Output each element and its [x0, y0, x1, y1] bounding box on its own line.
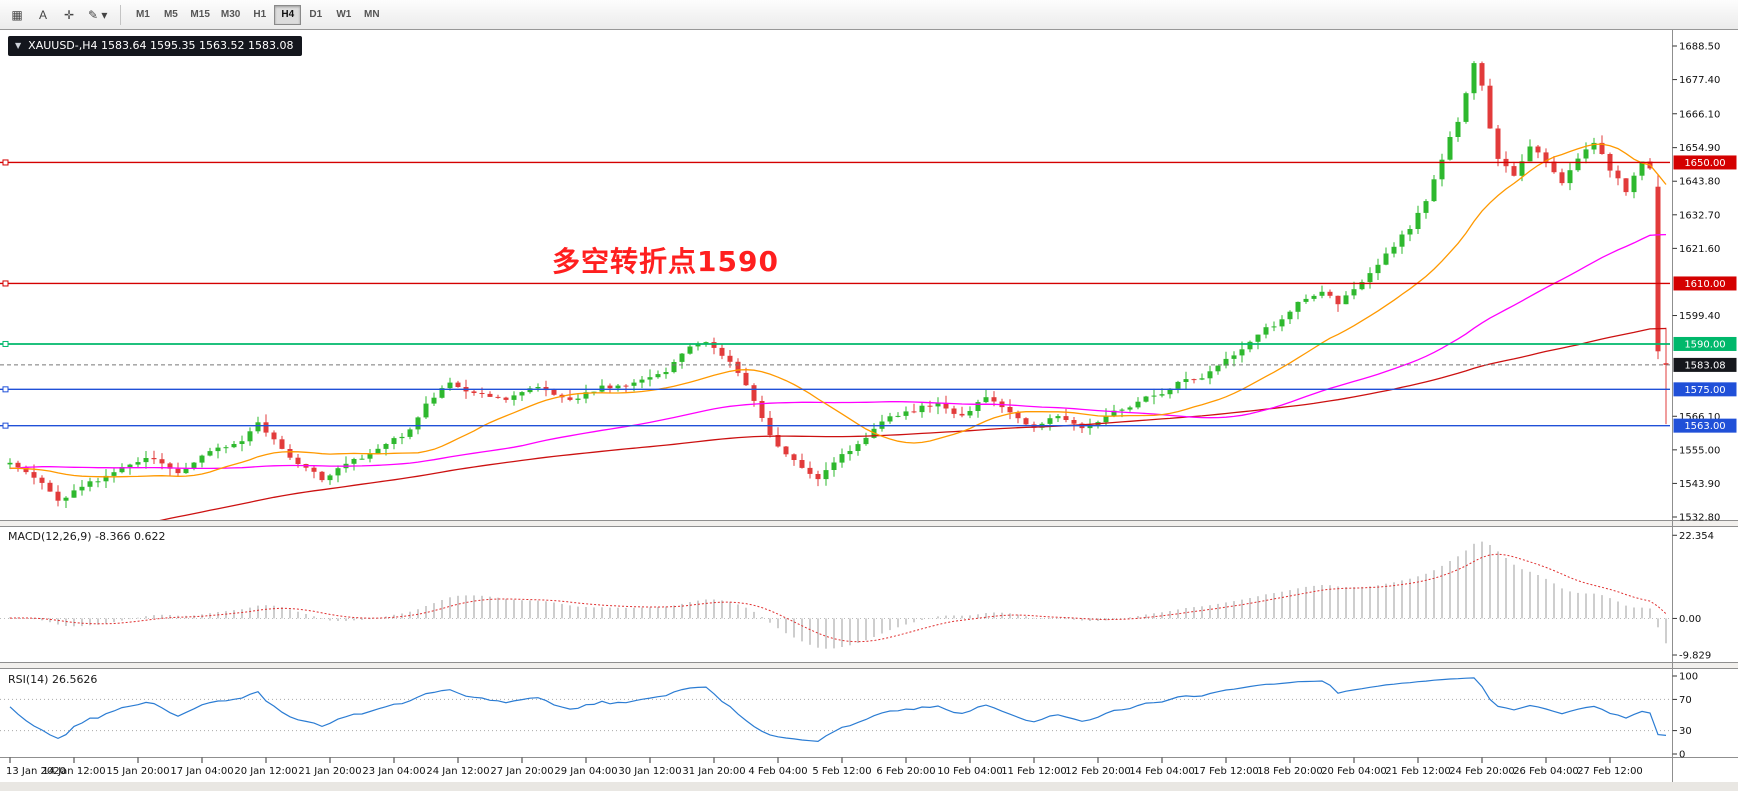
svg-text:27 Jan 20:00: 27 Jan 20:00 — [490, 766, 553, 777]
svg-text:17 Jan 04:00: 17 Jan 04:00 — [170, 766, 233, 777]
toolbar-buttons: ▦ A ✛ ✎ ▾ — [5, 3, 112, 27]
timeframe-mn-button[interactable]: MN — [358, 5, 385, 25]
svg-text:1583.08: 1583.08 — [1684, 360, 1725, 371]
svg-text:6 Feb 20:00: 6 Feb 20:00 — [876, 766, 935, 777]
svg-text:21 Feb 12:00: 21 Feb 12:00 — [1385, 766, 1451, 777]
svg-text:29 Jan 04:00: 29 Jan 04:00 — [554, 766, 617, 777]
chart-canvas[interactable]: 1688.50 1677.40 1666.10 1654.90 1643.80 1632.… — [0, 30, 1738, 791]
crosshair-icon[interactable]: ✛ — [57, 3, 81, 27]
svg-text:11 Feb 12:00: 11 Feb 12:00 — [1001, 766, 1067, 777]
svg-text:1566.10: 1566.10 — [1679, 412, 1720, 423]
svg-text:1677.40: 1677.40 — [1679, 75, 1720, 86]
svg-text:1666.10: 1666.10 — [1679, 109, 1720, 120]
svg-text:1575.00: 1575.00 — [1684, 385, 1725, 396]
svg-text:1650.00: 1650.00 — [1684, 158, 1725, 169]
svg-text:12 Feb 20:00: 12 Feb 20:00 — [1065, 766, 1131, 777]
svg-text:1632.70: 1632.70 — [1679, 210, 1720, 221]
symbol-ohlc-readout: XAUUSD-,H4 1583.64 1595.35 1563.52 1583.… — [28, 39, 294, 52]
horizontal-level-lines[interactable] — [0, 159, 1670, 429]
timeframe-m15-button[interactable]: M15 — [185, 5, 214, 25]
svg-text:1654.90: 1654.90 — [1679, 143, 1720, 154]
svg-text:1643.80: 1643.80 — [1679, 177, 1720, 188]
svg-text:17 Feb 12:00: 17 Feb 12:00 — [1193, 766, 1259, 777]
svg-text:0: 0 — [1679, 750, 1685, 761]
svg-text:1555.00: 1555.00 — [1679, 445, 1720, 456]
panel-separators[interactable] — [0, 30, 1738, 791]
svg-text:30 Jan 12:00: 30 Jan 12:00 — [618, 766, 681, 777]
svg-text:1563.00: 1563.00 — [1684, 421, 1725, 432]
svg-text:1688.50: 1688.50 — [1679, 42, 1720, 53]
svg-text:1590.00: 1590.00 — [1684, 339, 1725, 350]
svg-text:14 Feb 04:00: 14 Feb 04:00 — [1129, 766, 1195, 777]
svg-text:1599.40: 1599.40 — [1679, 311, 1720, 322]
svg-text:-9.829: -9.829 — [1679, 651, 1711, 662]
toolbar-separator — [120, 4, 122, 25]
timeframe-h1-button[interactable]: H1 — [246, 5, 273, 25]
svg-text:1610.00: 1610.00 — [1684, 279, 1725, 290]
svg-text:22.354: 22.354 — [1679, 531, 1714, 542]
candlesticks — [7, 61, 1669, 508]
svg-text:23 Jan 04:00: 23 Jan 04:00 — [362, 766, 425, 777]
svg-text:21 Jan 20:00: 21 Jan 20:00 — [298, 766, 361, 777]
price-axis[interactable]: 1688.50 1677.40 1666.10 1654.90 1643.80 1632.… — [1672, 42, 1737, 761]
svg-text:1543.90: 1543.90 — [1679, 479, 1720, 490]
timeframe-m30-button[interactable]: M30 — [216, 5, 245, 25]
rsi-panel — [0, 677, 1670, 743]
chart-area: 1688.50 1677.40 1666.10 1654.90 1643.80 1632.… — [0, 30, 1738, 791]
svg-text:70: 70 — [1679, 695, 1692, 706]
draw-tools-icon[interactable]: ✎ ▾ — [83, 3, 112, 27]
svg-text:0.00: 0.00 — [1679, 614, 1701, 625]
timeframe-m5-button[interactable]: M5 — [157, 5, 184, 25]
symbol-info-box[interactable]: ▼ XAUUSD-,H4 1583.64 1595.35 1563.52 158… — [8, 36, 303, 56]
svg-text:1532.80: 1532.80 — [1679, 513, 1720, 524]
timeframe-m1-button[interactable]: M1 — [129, 5, 156, 25]
svg-text:27 Feb 12:00: 27 Feb 12:00 — [1577, 766, 1643, 777]
svg-text:20 Feb 04:00: 20 Feb 04:00 — [1321, 766, 1387, 777]
svg-text:14 Jan 12:00: 14 Jan 12:00 — [42, 766, 105, 777]
rsi-indicator-label: RSI(14) 26.5626 — [8, 673, 98, 686]
timeframe-h4-button[interactable]: H4 — [274, 4, 302, 25]
toolbar: ▦ A ✛ ✎ ▾ M1 M5 M15 M30 H1 H4 D1 W1 MN — [0, 0, 1738, 30]
svg-text:18 Feb 20:00: 18 Feb 20:00 — [1257, 766, 1323, 777]
svg-text:10 Feb 04:00: 10 Feb 04:00 — [937, 766, 1003, 777]
charts-grid-icon[interactable]: ▦ — [5, 3, 29, 27]
svg-text:100: 100 — [1679, 672, 1698, 683]
svg-text:31 Jan 20:00: 31 Jan 20:00 — [682, 766, 745, 777]
svg-text:24 Feb 20:00: 24 Feb 20:00 — [1449, 766, 1515, 777]
chart-annotation-text: 多空转折点1590 — [552, 245, 779, 278]
symbol-dropdown-icon[interactable]: ▼ — [15, 41, 22, 50]
timeframe-d1-button[interactable]: D1 — [302, 5, 329, 25]
macd-panel — [0, 541, 1670, 649]
timeframe-group: M1 M5 M15 M30 H1 H4 D1 W1 MN — [129, 4, 385, 25]
svg-text:26 Feb 04:00: 26 Feb 04:00 — [1513, 766, 1579, 777]
svg-text:1621.60: 1621.60 — [1679, 244, 1720, 255]
svg-text:24 Jan 12:00: 24 Jan 12:00 — [426, 766, 489, 777]
svg-text:5 Feb 12:00: 5 Feb 12:00 — [812, 766, 871, 777]
moving-averages — [9, 143, 1667, 520]
svg-text:4 Feb 04:00: 4 Feb 04:00 — [748, 766, 807, 777]
svg-text:13 Jan 2020: 13 Jan 2020 — [6, 766, 66, 777]
svg-text:15 Jan 20:00: 15 Jan 20:00 — [106, 766, 169, 777]
svg-text:20 Jan 12:00: 20 Jan 12:00 — [234, 766, 297, 777]
svg-text:30: 30 — [1679, 726, 1692, 737]
timeframe-w1-button[interactable]: W1 — [330, 5, 357, 25]
macd-indicator-label: MACD(12,26,9) -8.366 0.622 — [8, 530, 166, 543]
text-tool-icon[interactable]: A — [31, 3, 55, 27]
